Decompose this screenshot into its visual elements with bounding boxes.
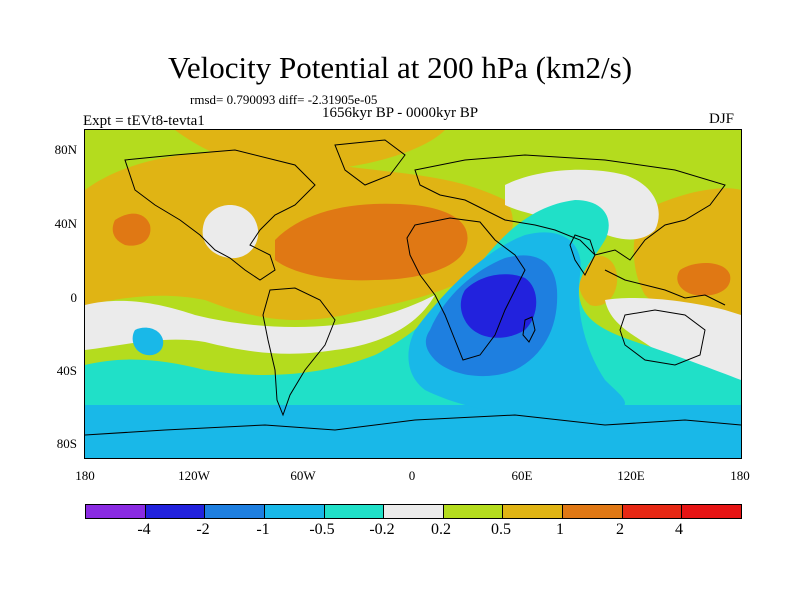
season-label: DJF <box>709 111 735 127</box>
colorbar-label: -0.2 <box>369 521 395 538</box>
lat-label-0: 0 <box>70 290 78 305</box>
colorbar-box <box>384 505 444 518</box>
field-white-central <box>85 295 435 354</box>
lon-label-60w: 60W <box>290 468 316 483</box>
madagascar-outline <box>522 316 536 343</box>
colorbar-label: -1 <box>256 521 270 538</box>
colorbar-box <box>503 505 564 518</box>
period-text: 1656kyr BP - 0000kyr BP <box>322 105 479 121</box>
colorbar-label: 0.2 <box>431 521 451 538</box>
lon-label-180-west: 180 <box>75 468 95 483</box>
colorbar-box <box>264 505 325 518</box>
colorbar <box>85 504 742 519</box>
field-darkorange-west <box>112 213 151 246</box>
australia-outline <box>619 309 706 366</box>
lat-label-80n: 80N <box>54 142 77 157</box>
lon-label-120e: 120E <box>617 468 645 483</box>
colorbar-label: -4 <box>137 521 151 538</box>
india-outline <box>569 234 596 276</box>
lon-label-0: 0 <box>408 468 416 483</box>
field-darkblue-core <box>460 274 537 338</box>
stats-text: rmsd= 0.790093 diff= -2.31905e-05 <box>190 92 378 107</box>
colorbar-box <box>324 505 385 518</box>
field-white-north-america <box>202 205 259 259</box>
field-darkorange-east <box>677 263 731 296</box>
colorbar-box <box>622 505 683 518</box>
field-lightblue-southamerica <box>132 327 164 356</box>
colorbar-label: 4 <box>675 521 683 538</box>
map-panel <box>84 129 742 459</box>
colorbar-box <box>145 505 206 518</box>
lon-label-120w: 120W <box>178 468 210 483</box>
africa-outline <box>406 217 526 361</box>
experiment-label: Expt = tEVt8-tevta1 <box>83 113 205 129</box>
field-darkorange-atlantic <box>275 203 468 281</box>
coastlines <box>85 139 741 436</box>
colorbar-box <box>563 505 623 518</box>
north-america-outline <box>124 149 316 281</box>
antarctica-outline <box>85 414 741 436</box>
colorbar-label: -2 <box>196 521 210 538</box>
colorbar-label: 0.5 <box>491 521 511 538</box>
field-lightblue-southern-ocean <box>85 405 741 458</box>
south-america-outline <box>262 287 336 417</box>
colorbar-label: 2 <box>616 521 624 538</box>
colorbar-label: -0.5 <box>309 521 335 538</box>
colorbar-box <box>682 505 742 518</box>
map-title: Velocity Potential at 200 hPa (km2/s) <box>167 50 633 85</box>
lat-label-40n: 40N <box>54 216 77 231</box>
seasia-islands-outline <box>604 269 726 306</box>
europe-asia-outline <box>414 154 726 261</box>
colorbar-box <box>205 505 265 518</box>
lon-label-60e: 60E <box>511 468 533 483</box>
colorbar-label: 1 <box>556 521 564 538</box>
lat-label-80s: 80S <box>56 436 77 451</box>
greenland-outline <box>334 139 406 186</box>
colorbar-box <box>86 505 146 518</box>
colorbar-box <box>443 505 504 518</box>
lat-label-40s: 40S <box>56 363 77 378</box>
lon-label-180-east: 180 <box>730 468 750 483</box>
field-white-asia-south <box>605 298 741 383</box>
field-orange-band-top <box>175 130 445 171</box>
